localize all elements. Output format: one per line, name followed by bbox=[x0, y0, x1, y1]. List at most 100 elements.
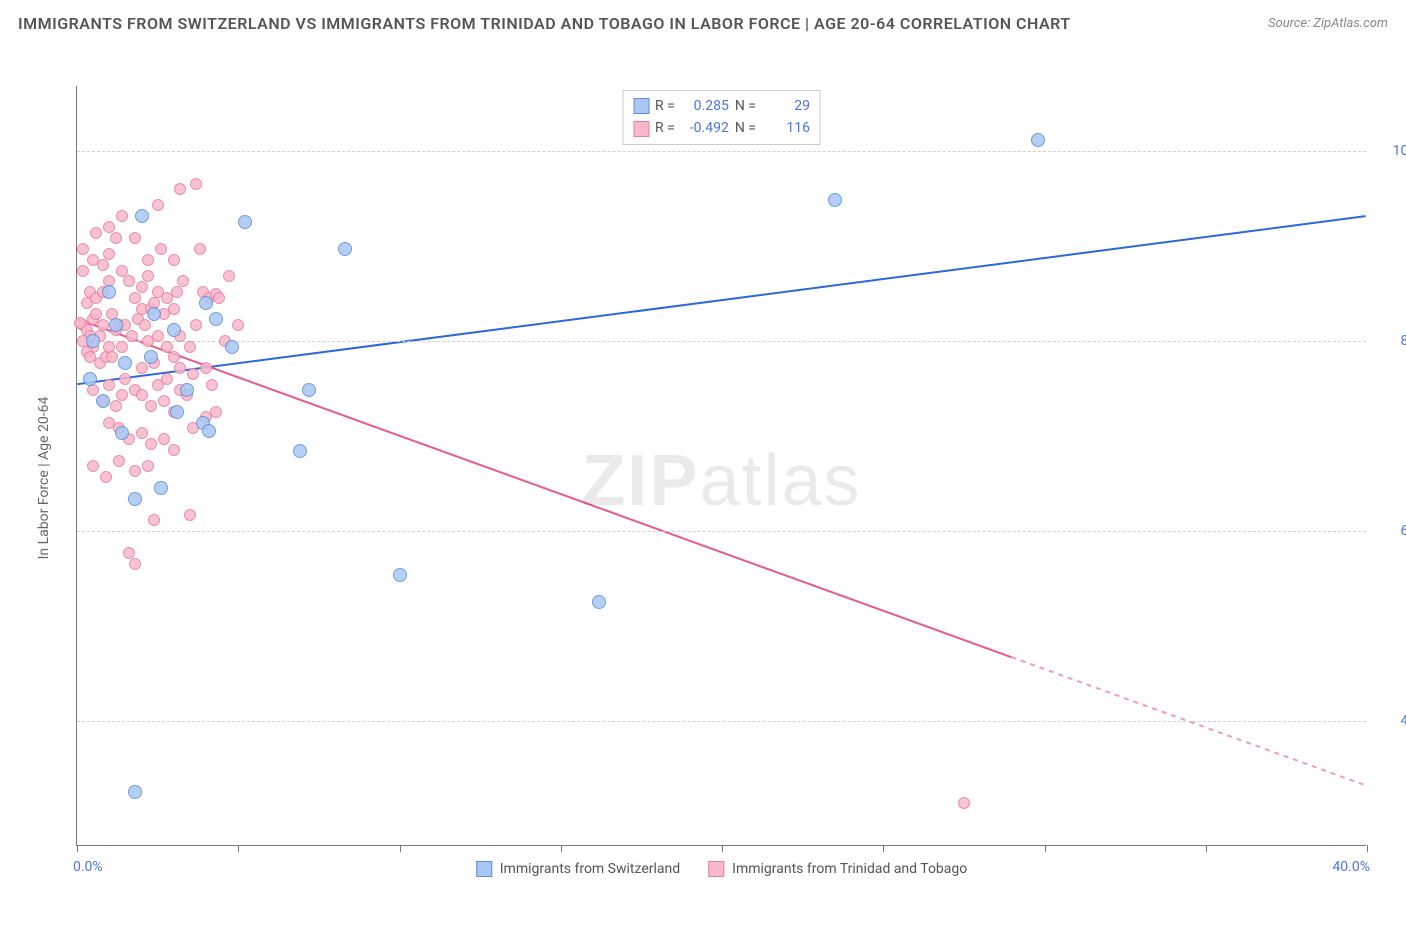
point-trinidad bbox=[103, 379, 115, 391]
point-trinidad bbox=[110, 400, 122, 412]
x-tick bbox=[1045, 845, 1046, 852]
point-trinidad bbox=[97, 259, 109, 271]
legend-swatch-icon bbox=[708, 861, 724, 877]
x-tick-label-max: 40.0% bbox=[1332, 859, 1370, 875]
y-tick-label: 65.0% bbox=[1374, 523, 1406, 539]
source-credit: Source: ZipAtlas.com bbox=[1268, 12, 1388, 31]
title-bar: IMMIGRANTS FROM SWITZERLAND VS IMMIGRANT… bbox=[0, 0, 1406, 40]
gridline bbox=[77, 341, 1366, 342]
point-trinidad bbox=[129, 465, 141, 477]
legend-swatch-switzerland bbox=[633, 98, 649, 114]
point-trinidad bbox=[232, 319, 244, 331]
point-trinidad bbox=[136, 362, 148, 374]
trend-line bbox=[77, 216, 1365, 384]
point-trinidad bbox=[77, 243, 89, 255]
r-label: R = bbox=[655, 95, 675, 117]
y-tick-label: 100.0% bbox=[1374, 143, 1406, 159]
point-switzerland bbox=[167, 323, 181, 337]
point-switzerland bbox=[135, 209, 149, 223]
point-trinidad bbox=[171, 286, 183, 298]
point-switzerland bbox=[238, 215, 252, 229]
point-trinidad bbox=[206, 379, 218, 391]
point-trinidad bbox=[110, 232, 122, 244]
point-trinidad bbox=[129, 232, 141, 244]
point-switzerland bbox=[592, 595, 606, 609]
x-tick bbox=[1206, 845, 1207, 852]
point-switzerland bbox=[118, 356, 132, 370]
point-trinidad bbox=[168, 444, 180, 456]
series-legend-trinidad: Immigrants from Trinidad and Tobago bbox=[708, 861, 967, 877]
correlation-legend: R = 0.285 N = 29 R = -0.492 N = 116 bbox=[622, 90, 821, 145]
point-switzerland bbox=[109, 318, 123, 332]
legend-swatch-trinidad bbox=[633, 121, 649, 137]
series-legend-switzerland: Immigrants from Switzerland bbox=[476, 861, 680, 877]
point-trinidad bbox=[187, 368, 199, 380]
gridline bbox=[77, 151, 1366, 152]
point-trinidad bbox=[142, 270, 154, 282]
point-trinidad bbox=[158, 433, 170, 445]
point-trinidad bbox=[168, 254, 180, 266]
point-trinidad bbox=[136, 427, 148, 439]
point-switzerland bbox=[828, 193, 842, 207]
point-trinidad bbox=[190, 178, 202, 190]
point-trinidad bbox=[194, 243, 206, 255]
point-switzerland bbox=[154, 481, 168, 495]
n-label: N = bbox=[735, 117, 756, 139]
y-tick-label: 82.5% bbox=[1374, 333, 1406, 349]
point-trinidad bbox=[119, 373, 131, 385]
point-switzerland bbox=[1031, 133, 1045, 147]
point-trinidad bbox=[116, 341, 128, 353]
point-trinidad bbox=[113, 455, 125, 467]
legend-swatch-icon bbox=[476, 861, 492, 877]
point-trinidad bbox=[184, 341, 196, 353]
point-switzerland bbox=[147, 307, 161, 321]
trend-lines-layer bbox=[77, 86, 1366, 845]
r-value-switzerland: 0.285 bbox=[681, 95, 729, 117]
x-tick bbox=[883, 845, 884, 852]
point-trinidad bbox=[126, 330, 138, 342]
point-trinidad bbox=[116, 389, 128, 401]
legend-row-trinidad: R = -0.492 N = 116 bbox=[633, 117, 810, 139]
point-trinidad bbox=[139, 319, 151, 331]
point-trinidad bbox=[213, 292, 225, 304]
point-trinidad bbox=[103, 248, 115, 260]
point-trinidad bbox=[184, 509, 196, 521]
point-switzerland bbox=[128, 785, 142, 799]
point-trinidad bbox=[103, 221, 115, 233]
point-trinidad bbox=[223, 270, 235, 282]
gridline bbox=[77, 531, 1366, 532]
series-label: Immigrants from Switzerland bbox=[500, 861, 680, 877]
n-label: N = bbox=[735, 95, 756, 117]
point-trinidad bbox=[74, 317, 86, 329]
point-switzerland bbox=[199, 296, 213, 310]
point-trinidad bbox=[200, 362, 212, 374]
point-switzerland bbox=[86, 334, 100, 348]
point-trinidad bbox=[158, 395, 170, 407]
point-trinidad bbox=[174, 362, 186, 374]
point-switzerland bbox=[302, 383, 316, 397]
point-trinidad bbox=[123, 275, 135, 287]
gridline bbox=[77, 721, 1366, 722]
trend-line-solid bbox=[77, 319, 1011, 657]
point-trinidad bbox=[142, 254, 154, 266]
point-trinidad bbox=[87, 460, 99, 472]
point-trinidad bbox=[177, 275, 189, 287]
point-switzerland bbox=[202, 424, 216, 438]
y-tick-label: 47.5% bbox=[1374, 713, 1406, 729]
point-switzerland bbox=[170, 405, 184, 419]
point-trinidad bbox=[145, 438, 157, 450]
y-axis-label: In Labor Force | Age 20-64 bbox=[36, 397, 52, 560]
chart-title: IMMIGRANTS FROM SWITZERLAND VS IMMIGRANT… bbox=[18, 12, 1071, 36]
point-trinidad bbox=[148, 514, 160, 526]
point-trinidad bbox=[145, 400, 157, 412]
series-label: Immigrants from Trinidad and Tobago bbox=[732, 861, 967, 877]
chart-container: In Labor Force | Age 20-64 ZIPatlas R = … bbox=[24, 78, 1384, 878]
point-trinidad bbox=[155, 243, 167, 255]
point-switzerland bbox=[293, 444, 307, 458]
point-trinidad bbox=[116, 210, 128, 222]
x-tick bbox=[238, 845, 239, 852]
point-switzerland bbox=[393, 568, 407, 582]
legend-row-switzerland: R = 0.285 N = 29 bbox=[633, 95, 810, 117]
point-switzerland bbox=[96, 394, 110, 408]
point-trinidad bbox=[958, 797, 970, 809]
